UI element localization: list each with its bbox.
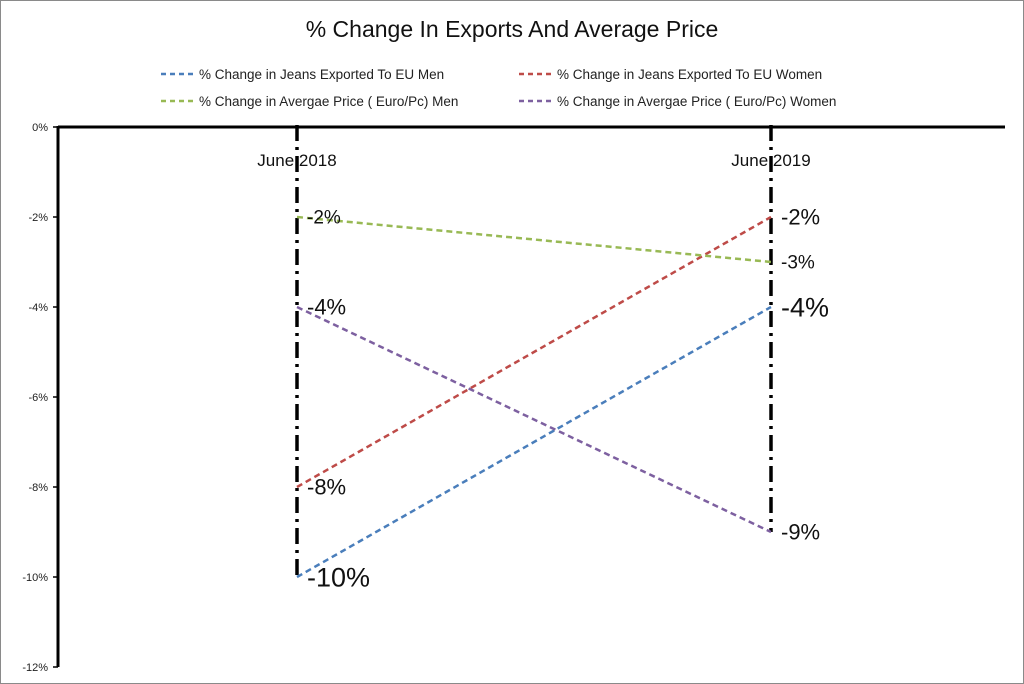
series-line	[296, 305, 772, 534]
legend-entry: % Change in Avergae Price ( Euro/Pc) Men	[199, 94, 458, 109]
data-label: -2%	[307, 208, 341, 229]
y-tick-label: -2%	[28, 212, 48, 224]
y-tick-label: -4%	[28, 302, 48, 314]
series-line	[296, 305, 772, 579]
data-label: -4%	[781, 292, 829, 322]
data-label: -3%	[781, 253, 815, 274]
data-label: -2%	[781, 205, 820, 230]
series-line	[296, 215, 772, 264]
axes: 0% -2% -4% -6% -8% -10% -12% June 2018 June 2019	[22, 122, 1005, 674]
legend-entry: % Change in Jeans Exported To EU Women	[557, 67, 822, 82]
series-line	[296, 215, 772, 489]
legend: % Change in Jeans Exported To EU Men % Ch…	[161, 67, 836, 109]
chart-title: % Change In Exports And Average Price	[306, 16, 719, 42]
series-group: -10% -4% -8% -2% -2% -3% -4% -9%	[296, 205, 829, 592]
y-tick-label: 0%	[32, 122, 48, 134]
y-tick-label: -12%	[22, 662, 48, 674]
category-label: June 2018	[257, 151, 336, 170]
y-tick-label: -8%	[28, 482, 48, 494]
legend-entry: % Change in Jeans Exported To EU Men	[199, 67, 444, 82]
data-label: -10%	[307, 562, 370, 592]
y-tick-label: -6%	[28, 392, 48, 404]
legend-entry: % Change in Avergae Price ( Euro/Pc) Wom…	[557, 94, 836, 109]
y-tick-label: -10%	[22, 572, 48, 584]
data-label: -8%	[307, 475, 346, 500]
data-label: -4%	[307, 295, 346, 320]
data-label: -9%	[781, 520, 820, 545]
category-label: June 2019	[731, 151, 810, 170]
